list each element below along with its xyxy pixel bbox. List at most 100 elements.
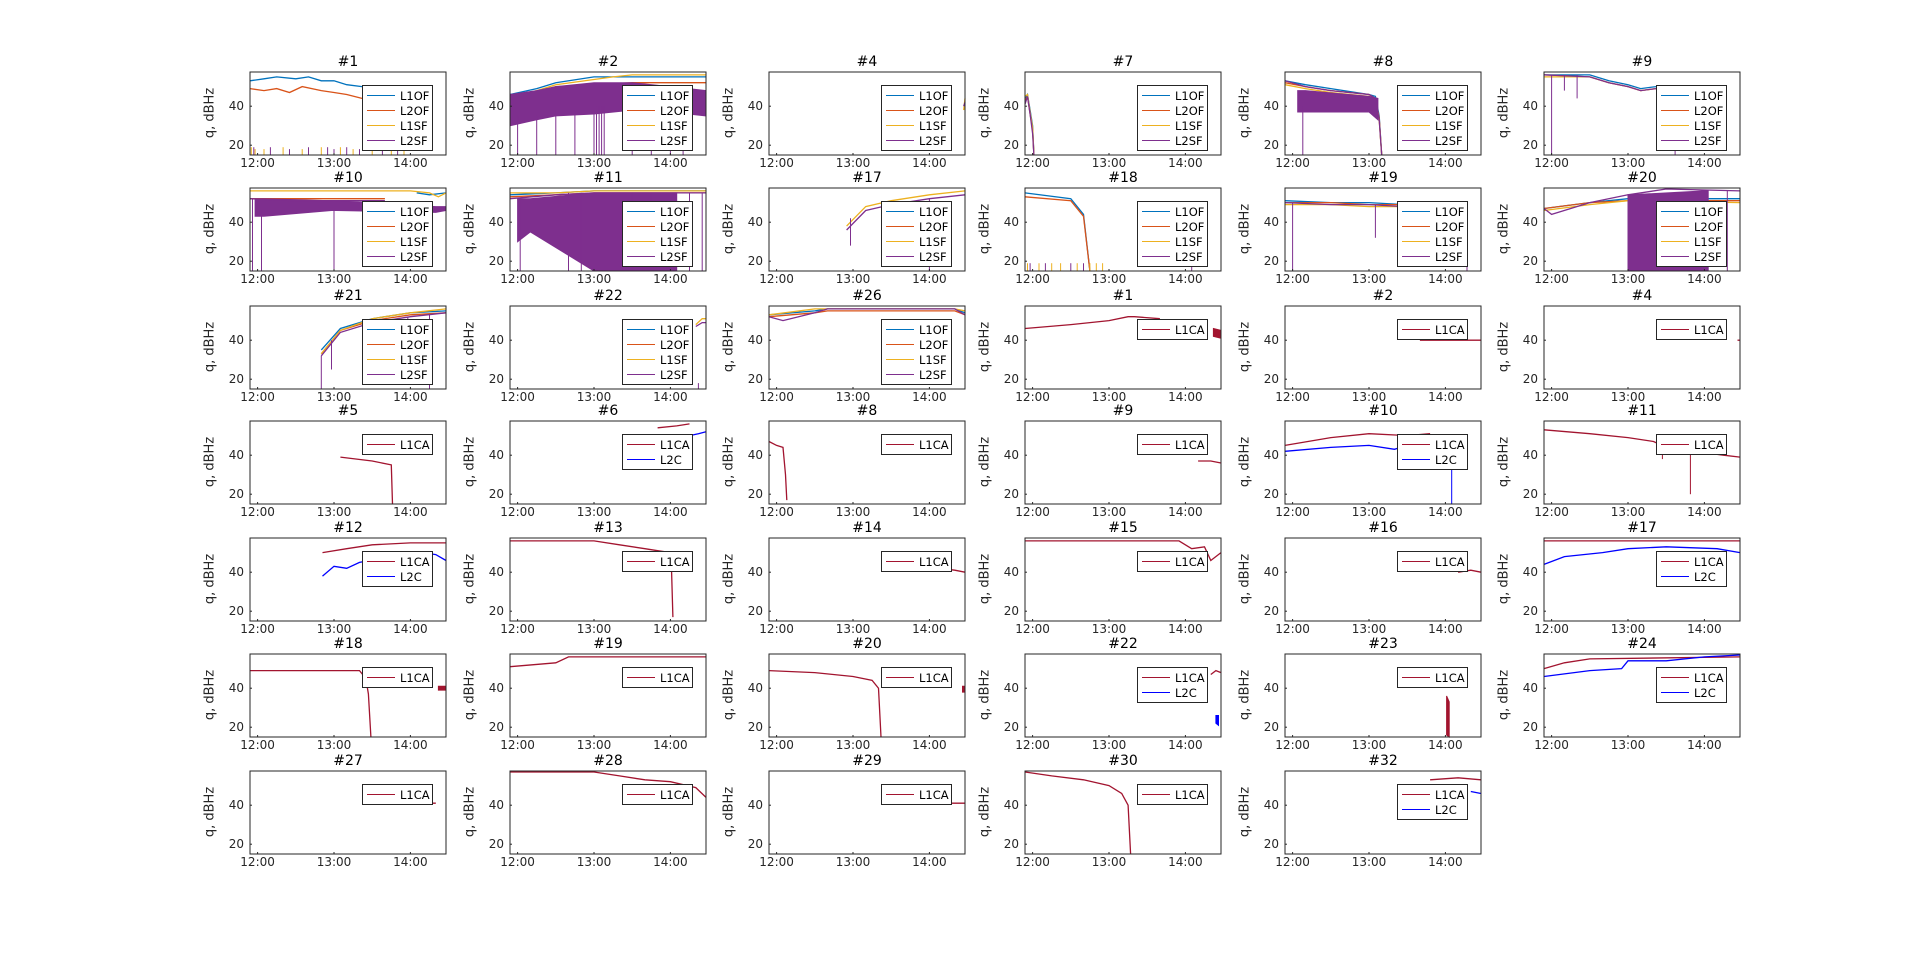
y-axis-label: q, dBHz [462, 87, 478, 139]
legend-label: L1OF [1175, 88, 1205, 103]
legend-entry: L1CA [1138, 554, 1207, 569]
axes-box [1024, 420, 1222, 505]
legend-label: L2OF [1435, 219, 1465, 234]
legend: L1OF L2OF L1SF L2SF [362, 201, 433, 267]
x-tick-label: 14:00 [912, 390, 947, 404]
y-tick-label: 20 [1003, 720, 1019, 735]
x-tick-label: 13:00 [316, 738, 352, 752]
legend-entry: L2SF [363, 367, 432, 382]
axes-box [249, 537, 447, 622]
subplot-title: #19 [1368, 170, 1398, 186]
y-tick-label: 40 [1003, 448, 1019, 463]
legend: L1CA [362, 434, 433, 455]
legend-label: L2OF [919, 337, 949, 352]
legend-line-icon [1142, 211, 1170, 212]
y-tick-label: 20 [1263, 372, 1279, 387]
legend-entry: L1SF [1657, 234, 1726, 249]
x-tick-label: 13:00 [1091, 156, 1127, 170]
subplot: #2 q, dBHz 20 40 12:00 13:00 14:00 L1OF L2OF L1SF… [463, 55, 707, 169]
y-axis-label: q, dBHz [1496, 669, 1512, 721]
legend-label: L1SF [660, 118, 688, 133]
x-tick-label: 13:00 [835, 505, 871, 519]
legend-line-icon [1661, 125, 1689, 126]
legend: L1OF L2OF L1SF L2SF [1137, 201, 1208, 267]
legend-entry: L1CA [1398, 670, 1467, 685]
x-tick-label: 14:00 [1687, 505, 1722, 519]
legend-label: L1OF [400, 204, 430, 219]
legend-label: L2OF [1175, 219, 1205, 234]
legend-line-icon [1661, 95, 1689, 96]
subplot: #5 q, dBHz 20 40 12:00 13:00 14:00 L1CA [203, 404, 447, 518]
series-l2sf-line [249, 198, 385, 202]
x-tick-label: 12:00 [1275, 272, 1310, 286]
axes [1024, 71, 1222, 156]
subplot: #19 q, dBHz 20 40 12:00 13:00 14:00 L1OF L2OF L1S… [1238, 171, 1482, 285]
legend-label: L1SF [1175, 118, 1203, 133]
legend-line-icon [1402, 809, 1430, 810]
x-tick-label: 12:00 [1534, 272, 1569, 286]
x-tick-label: 12:00 [759, 855, 794, 869]
axes [1284, 71, 1482, 156]
legend-entry: L2SF [623, 133, 692, 148]
legend: L1CA [1397, 551, 1468, 572]
legend-entry: L1OF [1398, 88, 1467, 103]
axes [1024, 420, 1222, 505]
subplot-title: #13 [593, 520, 623, 536]
legend: L1CA [1656, 319, 1727, 340]
legend-line-icon [1402, 459, 1430, 460]
y-tick-label: 40 [488, 333, 504, 348]
legend-label: L2SF [919, 367, 947, 382]
legend: L1OF L2OF L1SF L2SF [881, 201, 952, 267]
legend-entry: L1OF [1138, 204, 1207, 219]
y-tick-label: 20 [1263, 604, 1279, 619]
legend-line-icon [367, 359, 395, 360]
x-tick-label: 13:00 [1610, 390, 1646, 404]
y-tick-label: 20 [1522, 487, 1538, 502]
x-tick-label: 14:00 [653, 272, 688, 286]
legend: L1CA [1656, 434, 1727, 455]
axes-box [249, 653, 447, 738]
subplot: #16 q, dBHz 20 40 12:00 13:00 14:00 L1CA [1238, 521, 1482, 635]
legend-label: L1CA [919, 437, 949, 452]
legend-entry: L1OF [623, 322, 692, 337]
y-axis-label: q, dBHz [1237, 669, 1253, 721]
subplot-title: #16 [1368, 520, 1398, 536]
y-axis-label: q, dBHz [1496, 321, 1512, 373]
series-l1ca-line [768, 669, 882, 738]
x-tick-label: 13:00 [316, 156, 352, 170]
legend-label: L1CA [400, 554, 430, 569]
axes [1024, 305, 1222, 390]
legend-label: L1SF [400, 352, 428, 367]
x-tick-label: 12:00 [240, 855, 275, 869]
legend-entry: L2C [1657, 685, 1726, 700]
subplot: #22 q, dBHz 20 40 12:00 13:00 14:00 L1OF L2OF L1S… [463, 289, 707, 403]
legend-label: L2SF [660, 249, 688, 264]
legend-line-icon [1661, 211, 1689, 212]
legend-label: L1SF [919, 234, 947, 249]
axes-box [509, 71, 707, 156]
x-tick-label: 13:00 [576, 738, 612, 752]
legend-line-icon [1402, 140, 1430, 141]
x-tick-label: 12:00 [1275, 156, 1310, 170]
legend-label: L1SF [1694, 118, 1722, 133]
subplot: #32 q, dBHz 20 40 12:00 13:00 14:00 L1CA L2C [1238, 754, 1482, 868]
y-axis-label: q, dBHz [1496, 436, 1512, 488]
legend-label: L1SF [1435, 234, 1463, 249]
legend-line-icon [886, 140, 914, 141]
series-l1of-line [509, 76, 706, 96]
legend-entry: L2OF [363, 337, 432, 352]
legend-entry: L1SF [623, 118, 692, 133]
y-axis-label: q, dBHz [1237, 203, 1253, 255]
x-tick-label: 14:00 [653, 622, 688, 636]
legend-label: L1CA [660, 437, 690, 452]
y-axis-label: q, dBHz [1237, 786, 1253, 838]
legend-label: L2OF [919, 219, 949, 234]
legend-line-icon [627, 561, 655, 562]
x-tick-label: 12:00 [1275, 738, 1310, 752]
y-tick-label: 20 [1263, 720, 1279, 735]
legend-line-icon [367, 211, 395, 212]
legend-line-icon [627, 256, 655, 257]
x-tick-label: 13:00 [316, 390, 352, 404]
legend-line-icon [1661, 140, 1689, 141]
x-tick-label: 14:00 [393, 272, 428, 286]
